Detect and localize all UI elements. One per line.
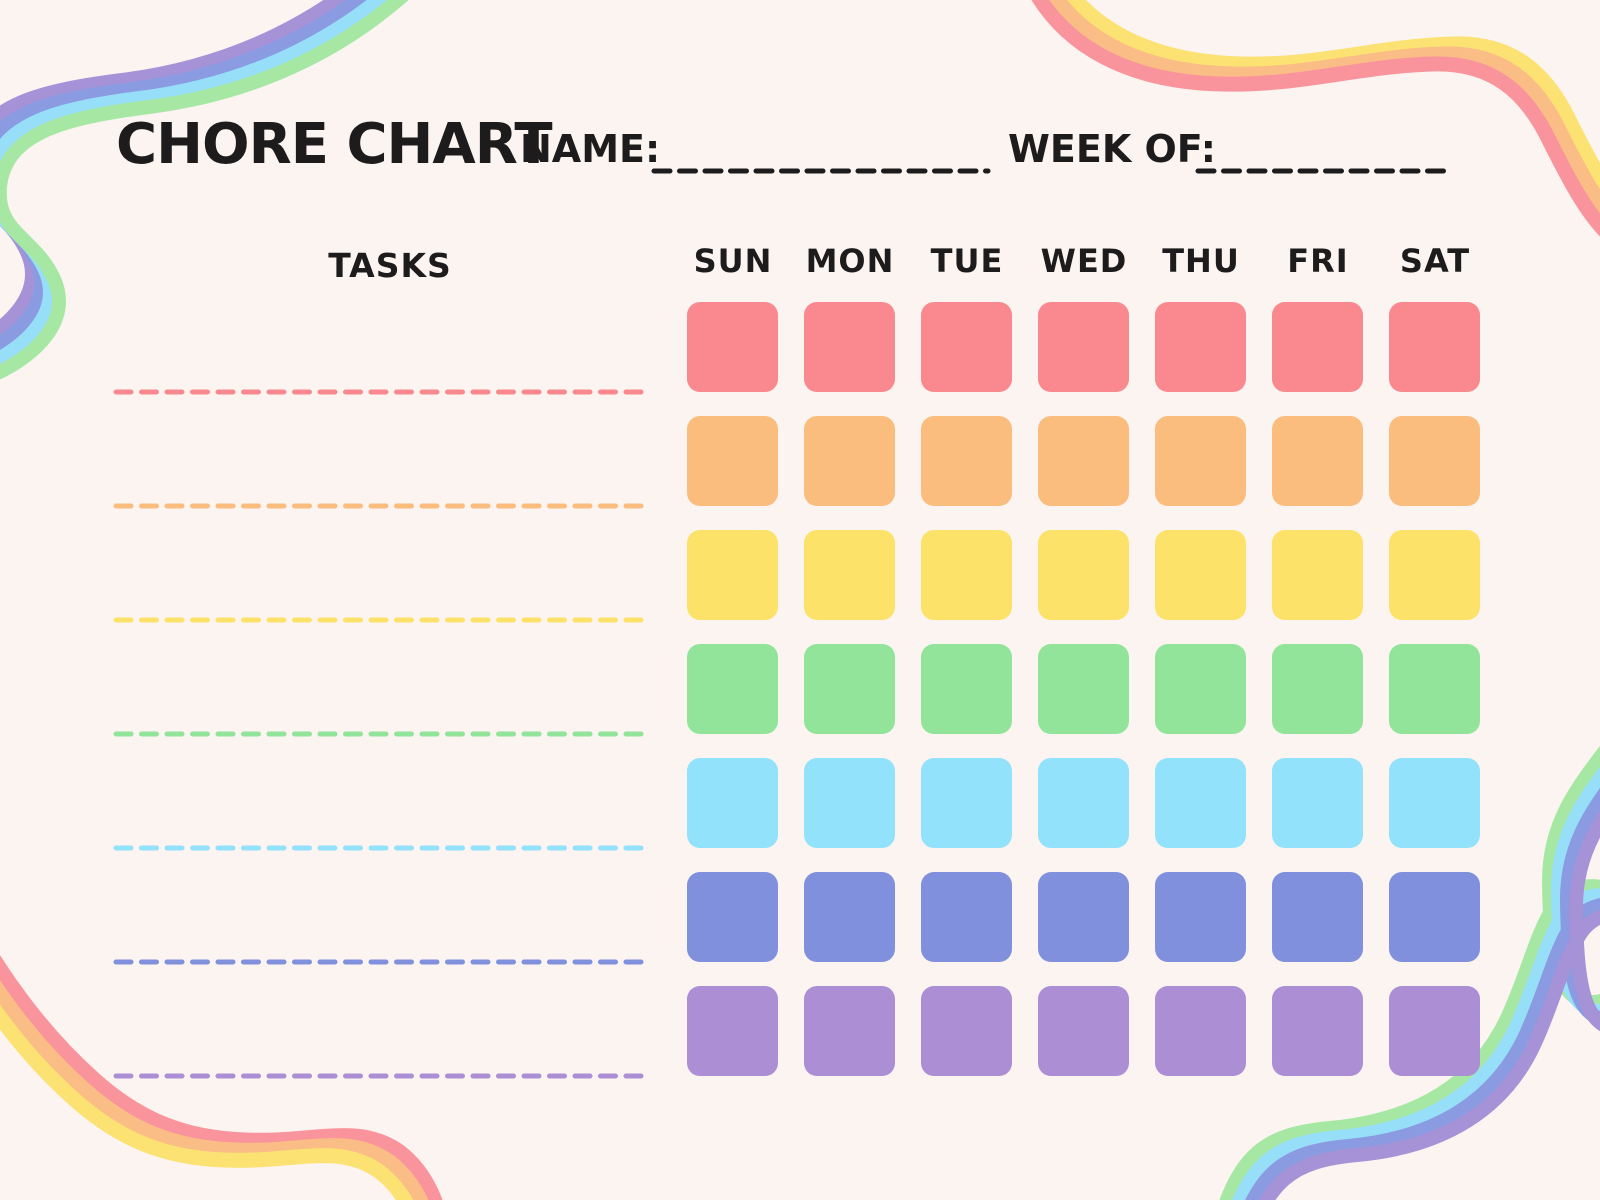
- chore-cell[interactable]: [1272, 416, 1363, 506]
- chore-cell[interactable]: [804, 644, 895, 734]
- chore-cell[interactable]: [1038, 416, 1129, 506]
- day-header-sat: SAT: [1399, 242, 1471, 280]
- chore-cell[interactable]: [921, 416, 1012, 506]
- chore-cell[interactable]: [687, 758, 778, 848]
- page-title: CHORE CHART: [116, 112, 553, 177]
- day-header-row: SUN MON TUE WED THU FRI SAT: [0, 242, 1600, 280]
- chore-cell[interactable]: [1389, 416, 1480, 506]
- day-header-wed: WED: [1040, 242, 1128, 280]
- day-header-fri: FRI: [1287, 242, 1349, 280]
- chore-cell[interactable]: [1155, 302, 1246, 392]
- chore-cell[interactable]: [1155, 644, 1246, 734]
- chore-cell[interactable]: [1272, 644, 1363, 734]
- chore-cell[interactable]: [1155, 530, 1246, 620]
- chore-cell[interactable]: [804, 872, 895, 962]
- chore-cell[interactable]: [804, 758, 895, 848]
- chore-cell[interactable]: [921, 644, 1012, 734]
- chore-cell[interactable]: [921, 302, 1012, 392]
- chore-cell[interactable]: [1038, 530, 1129, 620]
- chore-cell[interactable]: [1155, 872, 1246, 962]
- chore-cell[interactable]: [1272, 530, 1363, 620]
- chore-cell[interactable]: [1272, 986, 1363, 1076]
- chore-cell[interactable]: [687, 302, 778, 392]
- chore-cell[interactable]: [1155, 416, 1246, 506]
- chore-cell[interactable]: [687, 872, 778, 962]
- chore-cell[interactable]: [804, 530, 895, 620]
- chore-cell[interactable]: [687, 416, 778, 506]
- chore-cell[interactable]: [1389, 872, 1480, 962]
- chore-cell[interactable]: [1389, 758, 1480, 848]
- chore-cell[interactable]: [1038, 758, 1129, 848]
- chore-cell[interactable]: [1389, 302, 1480, 392]
- chore-cell[interactable]: [1272, 302, 1363, 392]
- day-header-mon: MON: [805, 242, 895, 280]
- chore-cell[interactable]: [1389, 530, 1480, 620]
- chore-cell[interactable]: [804, 416, 895, 506]
- chore-cell[interactable]: [687, 644, 778, 734]
- chore-cell[interactable]: [1389, 644, 1480, 734]
- chore-cell[interactable]: [1155, 758, 1246, 848]
- chore-cell[interactable]: [1038, 644, 1129, 734]
- chore-cell[interactable]: [921, 872, 1012, 962]
- week-of-label: WEEK OF:: [1008, 127, 1216, 171]
- chore-cell[interactable]: [1038, 872, 1129, 962]
- chore-cell[interactable]: [1038, 302, 1129, 392]
- day-header-tue: TUE: [930, 242, 1004, 280]
- chore-cell[interactable]: [804, 302, 895, 392]
- day-header-sun: SUN: [693, 242, 773, 280]
- day-header-thu: THU: [1162, 242, 1240, 280]
- chore-cell[interactable]: [921, 530, 1012, 620]
- chore-cell[interactable]: [1155, 986, 1246, 1076]
- chore-cell[interactable]: [804, 986, 895, 1076]
- chore-cell[interactable]: [921, 758, 1012, 848]
- chore-cell[interactable]: [921, 986, 1012, 1076]
- chore-cell[interactable]: [1272, 872, 1363, 962]
- chore-cell[interactable]: [1272, 758, 1363, 848]
- chore-cell[interactable]: [687, 986, 778, 1076]
- chore-cell[interactable]: [1038, 986, 1129, 1076]
- chore-cell[interactable]: [687, 530, 778, 620]
- chore-cell[interactable]: [1389, 986, 1480, 1076]
- name-label: NAME:: [520, 127, 661, 171]
